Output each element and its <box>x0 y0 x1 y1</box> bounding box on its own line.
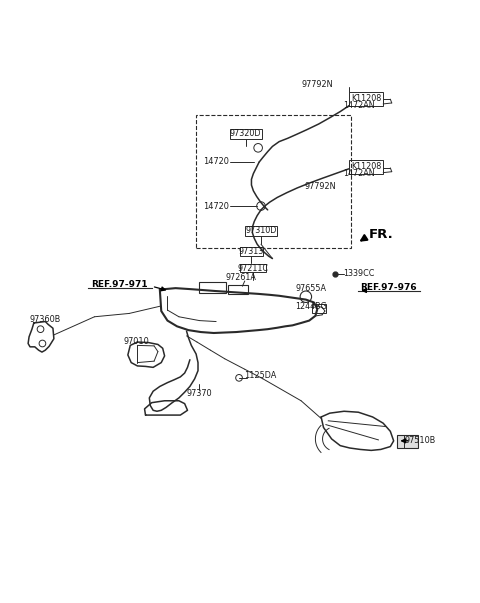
Text: 1472AN: 1472AN <box>344 101 375 110</box>
Text: K11208: K11208 <box>351 162 381 171</box>
Text: 1472AN: 1472AN <box>344 169 375 178</box>
Text: 97792N: 97792N <box>301 80 333 89</box>
Text: 97310D: 97310D <box>245 226 276 235</box>
Bar <box>397 435 418 449</box>
Circle shape <box>257 202 265 210</box>
Bar <box>240 247 263 256</box>
Text: 97010: 97010 <box>123 337 149 346</box>
Bar <box>228 285 248 294</box>
Text: 97655A: 97655A <box>295 283 326 292</box>
Bar <box>229 129 262 139</box>
Text: 97211C: 97211C <box>238 264 268 273</box>
Text: FR.: FR. <box>369 228 394 241</box>
Text: K11208: K11208 <box>351 94 381 103</box>
Bar <box>245 226 277 236</box>
Circle shape <box>300 291 312 303</box>
Text: REF.97-971: REF.97-971 <box>91 280 148 289</box>
Text: 97370: 97370 <box>187 388 212 397</box>
Bar <box>349 92 383 106</box>
Circle shape <box>254 144 263 152</box>
Bar <box>312 305 326 313</box>
Text: 1244BG: 1244BG <box>295 302 326 311</box>
Circle shape <box>37 326 44 332</box>
Text: 14720: 14720 <box>203 157 229 166</box>
Text: 97360B: 97360B <box>30 315 61 324</box>
Text: REF.97-976: REF.97-976 <box>360 283 417 292</box>
Circle shape <box>236 374 242 381</box>
Text: 14720: 14720 <box>203 201 229 210</box>
Bar <box>240 264 266 273</box>
FancyArrowPatch shape <box>361 235 367 241</box>
Text: 1339CC: 1339CC <box>343 270 374 279</box>
Text: 97510B: 97510B <box>405 437 436 446</box>
Bar <box>349 160 383 174</box>
Text: 97261A: 97261A <box>226 273 256 282</box>
Circle shape <box>39 340 46 347</box>
Text: 1125DA: 1125DA <box>244 371 276 380</box>
Text: 97313: 97313 <box>239 247 264 256</box>
Bar <box>199 282 226 293</box>
Text: 97320D: 97320D <box>230 130 262 139</box>
Bar <box>196 115 351 248</box>
Text: 97792N: 97792N <box>304 182 336 191</box>
